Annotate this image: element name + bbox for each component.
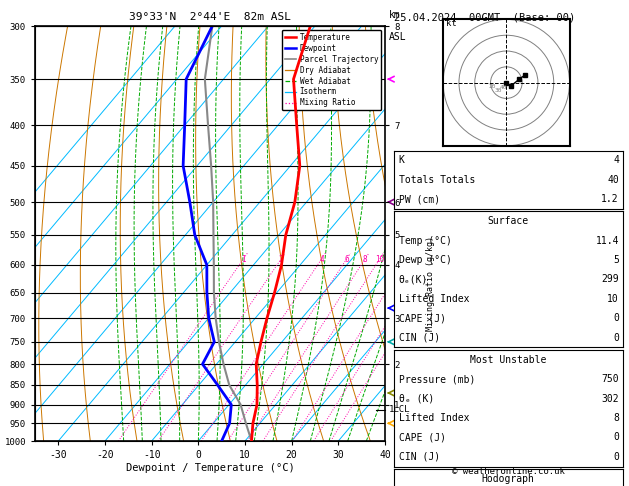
Text: 10: 10 — [607, 294, 619, 304]
Text: Temp (°C): Temp (°C) — [399, 236, 452, 245]
Text: Dewp (°C): Dewp (°C) — [399, 255, 452, 265]
Text: Totals Totals: Totals Totals — [399, 175, 475, 185]
Text: CAPE (J): CAPE (J) — [399, 433, 446, 442]
Text: CIN (J): CIN (J) — [399, 333, 440, 343]
Text: 8: 8 — [363, 255, 367, 263]
Text: PW (cm): PW (cm) — [399, 194, 440, 204]
Text: 1.2: 1.2 — [601, 194, 619, 204]
X-axis label: Dewpoint / Temperature (°C): Dewpoint / Temperature (°C) — [126, 463, 294, 473]
Text: θₑ (K): θₑ (K) — [399, 394, 434, 403]
Text: 25.04.2024  00GMT  (Base: 00): 25.04.2024 00GMT (Base: 00) — [394, 12, 576, 22]
Text: Surface: Surface — [487, 216, 529, 226]
Text: 1LCL: 1LCL — [389, 405, 410, 414]
Text: 10: 10 — [375, 255, 384, 263]
Text: K: K — [399, 156, 404, 165]
Text: Lifted Index: Lifted Index — [399, 413, 469, 423]
Y-axis label: hPa: hPa — [0, 224, 2, 243]
Text: 750: 750 — [601, 374, 619, 384]
Text: 8: 8 — [613, 413, 619, 423]
Text: 40: 40 — [607, 175, 619, 185]
Text: 5: 5 — [613, 255, 619, 265]
Text: ASL: ASL — [389, 32, 406, 42]
Text: km: km — [389, 10, 400, 20]
Text: Hodograph: Hodograph — [482, 474, 535, 484]
Legend: Temperature, Dewpoint, Parcel Trajectory, Dry Adiabat, Wet Adiabat, Isotherm, Mi: Temperature, Dewpoint, Parcel Trajectory… — [282, 30, 381, 110]
Text: 0: 0 — [613, 433, 619, 442]
Text: © weatheronline.co.uk: © weatheronline.co.uk — [452, 467, 565, 476]
Text: 20: 20 — [489, 84, 496, 88]
Text: 0: 0 — [613, 452, 619, 462]
Text: 299: 299 — [601, 275, 619, 284]
Text: θₑ(K): θₑ(K) — [399, 275, 428, 284]
Text: Mixing Ratio (g/kg): Mixing Ratio (g/kg) — [426, 236, 435, 331]
Text: 4: 4 — [613, 156, 619, 165]
Text: 11.4: 11.4 — [596, 236, 619, 245]
Text: 4: 4 — [319, 255, 324, 263]
Text: Most Unstable: Most Unstable — [470, 355, 547, 364]
Text: 2: 2 — [279, 255, 283, 263]
Text: 30: 30 — [495, 88, 503, 93]
Text: 1: 1 — [241, 255, 245, 263]
Title: 39°33'N  2°44'E  82m ASL: 39°33'N 2°44'E 82m ASL — [129, 13, 291, 22]
Text: 0: 0 — [613, 333, 619, 343]
Text: 40: 40 — [500, 85, 508, 90]
Text: 6: 6 — [344, 255, 349, 263]
Text: Pressure (mb): Pressure (mb) — [399, 374, 475, 384]
Text: 0: 0 — [613, 313, 619, 323]
Text: Lifted Index: Lifted Index — [399, 294, 469, 304]
Text: kt: kt — [447, 19, 457, 28]
Text: 302: 302 — [601, 394, 619, 403]
Text: CIN (J): CIN (J) — [399, 452, 440, 462]
Text: CAPE (J): CAPE (J) — [399, 313, 446, 323]
